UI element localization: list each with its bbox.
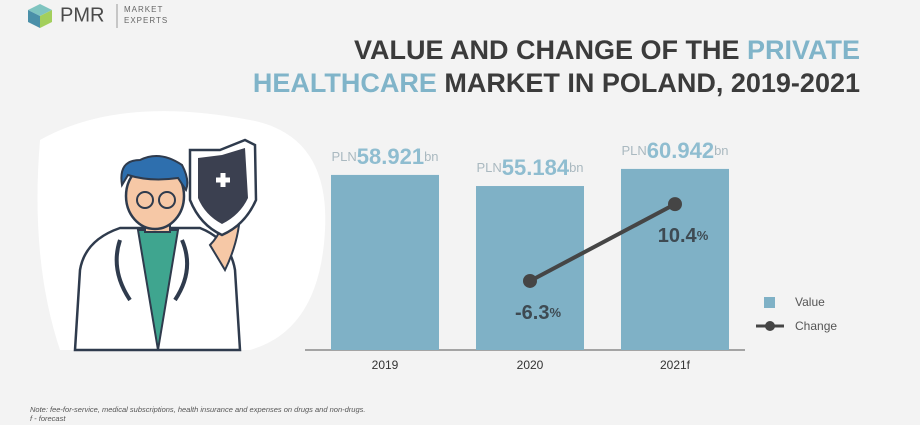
value-number: 60.942 [647, 138, 714, 163]
plot: 2019PLN58.921bn2020PLN55.184bn2021fPLN60… [305, 138, 837, 372]
change-suffix: % [549, 305, 561, 320]
title-line: HEALTHCARE MARKET IN POLAND, 2019-2021 [253, 68, 860, 98]
bar [621, 168, 729, 350]
doctor-illustration [73, 138, 258, 352]
title-segment: VALUE AND CHANGE OF THE [354, 35, 747, 65]
x-tick-label: 2019 [372, 358, 399, 372]
logo-name: PMR [60, 4, 104, 26]
x-tick-label: 2021f [660, 358, 691, 372]
value-label: PLN60.942bn [621, 138, 728, 163]
logo-tagline: EXPERTS [124, 16, 168, 25]
bar [476, 186, 584, 350]
value-suffix: bn [424, 149, 438, 164]
value-label: PLN55.184bn [476, 155, 583, 180]
bar [331, 174, 439, 350]
value-suffix: bn [714, 143, 728, 158]
title-line: VALUE AND CHANGE OF THE PRIVATE [354, 35, 860, 65]
logo-cube-left [28, 10, 40, 28]
logo-tagline: MARKET [124, 5, 163, 14]
change-number: -6.3 [515, 302, 549, 324]
legend-swatch [764, 297, 775, 308]
change-line [529, 202, 676, 283]
logo-cube-right [40, 10, 52, 28]
value-number: 58.921 [357, 144, 424, 169]
footnote: f - forecast [30, 414, 66, 423]
value-label: PLN58.921bn [331, 144, 438, 169]
title-segment: PRIVATE [747, 35, 860, 65]
change-marker [523, 273, 537, 288]
legend-swatch [765, 321, 775, 331]
value-prefix: PLN [331, 149, 356, 164]
value-suffix: bn [569, 160, 583, 175]
title-segment: HEALTHCARE [253, 68, 437, 98]
change-label: -6.3% [515, 302, 561, 324]
logo: PMR MARKET EXPERTS [28, 4, 168, 28]
title-segment: MARKET IN POLAND, 2019-2021 [437, 68, 860, 98]
value-prefix: PLN [476, 160, 501, 175]
change-marker [668, 197, 682, 212]
legend-label: Change [795, 319, 837, 333]
chart-title: VALUE AND CHANGE OF THE PRIVATEHEALTHCAR… [253, 35, 860, 98]
change-label: 10.4% [658, 225, 709, 247]
footnote: Note: fee-for-service, medical subscript… [30, 405, 365, 414]
change-suffix: % [697, 229, 709, 244]
value-prefix: PLN [621, 143, 646, 158]
x-tick-label: 2020 [517, 358, 544, 372]
change-number: 10.4 [658, 225, 698, 247]
value-number: 55.184 [502, 155, 570, 180]
legend-label: Value [795, 295, 825, 309]
